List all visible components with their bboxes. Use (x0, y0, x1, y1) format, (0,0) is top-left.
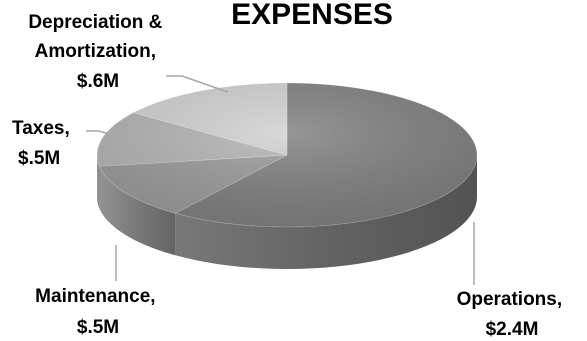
svg-text:Operations, $2.4M: Operations, $2.4M (457, 289, 568, 340)
pie-side-shade-operations (175, 155, 477, 269)
operations-name: Operations, (457, 289, 563, 310)
leader-line-taxes (86, 130, 119, 137)
slice-label-depreciation: Depreciation & Amortization, $.6M (28, 12, 167, 92)
depreciation-name-line-1: Depreciation & (28, 12, 162, 33)
depreciation-value: $.6M (77, 71, 119, 92)
leader-lines (86, 75, 475, 285)
svg-text:Depreciation & Amortizat: Depreciation & Amortization, $.6M (28, 12, 167, 92)
operations-value: $2.4M (486, 319, 539, 340)
maintenance-name: Maintenance, (35, 286, 155, 307)
chart-title: EXPENSES (231, 0, 393, 31)
pie-side-shade-maintenance (99, 166, 176, 256)
pie-side-walls (97, 155, 477, 269)
slice-label-maintenance: Maintenance, $.5M (35, 286, 161, 338)
svg-text:Maintenance, $.5M: Maintenance, $.5M (35, 286, 161, 338)
leader-line-depreciation (166, 75, 229, 93)
slice-label-operations: Operations, $2.4M (457, 289, 568, 340)
taxes-name: Taxes, (12, 118, 70, 139)
pie-top-highlight (97, 83, 477, 227)
svg-text:Taxes, $.5M: Taxes, $.5M (12, 118, 75, 169)
taxes-value: $.5M (18, 148, 60, 169)
slice-label-taxes: Taxes, $.5M (12, 118, 75, 169)
depreciation-name-line-2: Amortization, (35, 41, 156, 62)
maintenance-value: $.5M (77, 317, 119, 338)
pie-side-shade-taxes (97, 155, 100, 209)
pie-top-slices (96, 82, 478, 228)
